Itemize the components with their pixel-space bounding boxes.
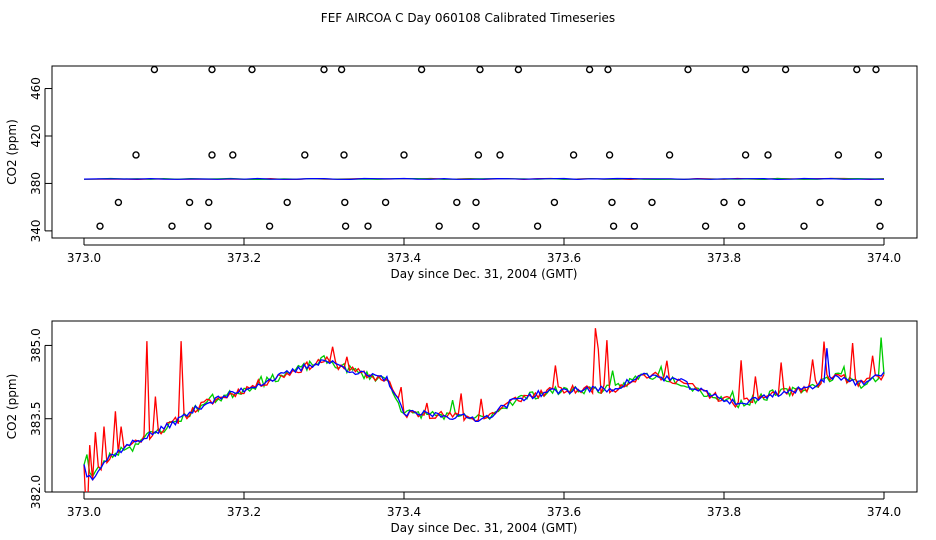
y-tick-label: 380 [29, 172, 43, 195]
calibration-point [364, 222, 372, 230]
x-axis-label: Day since Dec. 31, 2004 (GMT) [391, 521, 578, 535]
calibration-point [400, 151, 408, 159]
calibration-point [648, 198, 656, 207]
calibration-point [665, 151, 674, 159]
calibration-point [205, 198, 213, 207]
series-line-green [83, 337, 885, 478]
calibration-point [550, 198, 559, 207]
y-tick-label: 340 [29, 219, 43, 242]
x-axis-label: Day since Dec. 31, 2004 (GMT) [391, 267, 578, 281]
calibration-point [301, 151, 309, 159]
calibration-point [800, 222, 808, 230]
calibration-point [204, 222, 212, 230]
calibration-point [185, 198, 194, 207]
calibration-point [684, 65, 692, 74]
calibration-point [435, 222, 443, 230]
y-tick-label: 382.0 [29, 475, 43, 509]
x-tick-label: 373.4 [387, 505, 421, 519]
calibration-point [417, 65, 426, 74]
calibration-point [630, 222, 639, 230]
x-tick-label: 373.0 [67, 505, 101, 519]
calibration-point [533, 222, 542, 230]
y-tick-label: 383.5 [29, 402, 43, 436]
calibration-point [853, 65, 861, 74]
x-tick-label: 373.0 [67, 251, 101, 265]
series-line-blue [83, 348, 885, 481]
calibration-point [340, 151, 348, 159]
y-tick-label: 460 [29, 77, 43, 100]
calibration-point [737, 222, 746, 230]
calibration-point [605, 151, 614, 159]
calibration-point [834, 151, 843, 159]
calibration-point [337, 65, 346, 74]
calibration-point [150, 65, 159, 74]
calibration-point [283, 198, 291, 207]
calibration-point [229, 151, 237, 159]
calibration-point [114, 198, 123, 207]
calibration-point [265, 222, 274, 230]
calibration-point [585, 65, 594, 74]
calibration-point [496, 151, 504, 159]
calibration-point [720, 198, 728, 207]
top-calibration-panel: 373.0 373.2 373.4 373.6 373.8 374.0 340 380 420 4… [5, 65, 918, 281]
calibration-point [737, 198, 746, 207]
plot-frame [51, 65, 918, 239]
calibration-point [248, 65, 256, 74]
calibration-point [96, 222, 104, 230]
calibration-point [741, 65, 750, 74]
calibration-point [816, 198, 824, 207]
series-line-blue [83, 177, 885, 181]
y-axis-label: CO2 (ppm) [5, 374, 19, 440]
x-tick-label: 373.2 [227, 505, 261, 519]
y-axis-label: CO2 (ppm) [5, 119, 19, 185]
calibration-point [872, 65, 880, 74]
x-tick-label: 374.0 [867, 505, 901, 519]
calibration-point [208, 151, 216, 159]
calibration-point [701, 222, 710, 230]
calibration-point [132, 151, 140, 159]
chart-title: FEF AIRCOA C Day 060108 Calibrated Times… [321, 11, 615, 25]
calibration-point [569, 151, 578, 159]
calibration-point [474, 151, 483, 159]
calibration-point [874, 151, 883, 159]
calibration-point [741, 151, 750, 159]
calibration-point [381, 198, 390, 207]
x-tick-label: 374.0 [867, 251, 901, 265]
calibration-point [476, 65, 484, 74]
x-tick-label: 373.6 [547, 251, 581, 265]
calibration-point [472, 222, 480, 230]
plot-frame [51, 320, 918, 493]
calibration-point [764, 151, 772, 159]
x-tick-label: 373.2 [227, 251, 261, 265]
x-tick-label: 373.4 [387, 251, 421, 265]
calibration-point [168, 222, 176, 230]
calibration-point [876, 222, 884, 230]
calibration-point [208, 65, 216, 74]
calibration-point [609, 222, 618, 230]
calibration-point [320, 65, 328, 74]
calibration-point [604, 65, 612, 74]
calibration-point [341, 222, 350, 230]
calibration-point [874, 198, 883, 207]
calibration-point [453, 198, 461, 207]
x-tick-label: 373.8 [707, 251, 741, 265]
bottom-timeseries-panel: 373.0 373.2 373.4 373.6 373.8 374.0 382.0 383.5… [5, 320, 918, 535]
calibration-point [608, 198, 616, 207]
x-tick-label: 373.6 [547, 505, 581, 519]
y-tick-label: 420 [29, 125, 43, 148]
calibration-point [472, 198, 480, 207]
series-line-red [83, 328, 885, 492]
y-tick-label: 385.0 [29, 328, 43, 362]
x-tick-label: 373.8 [707, 505, 741, 519]
calibration-point [341, 198, 349, 207]
calibration-point [781, 65, 790, 74]
calibration-point [514, 65, 523, 74]
